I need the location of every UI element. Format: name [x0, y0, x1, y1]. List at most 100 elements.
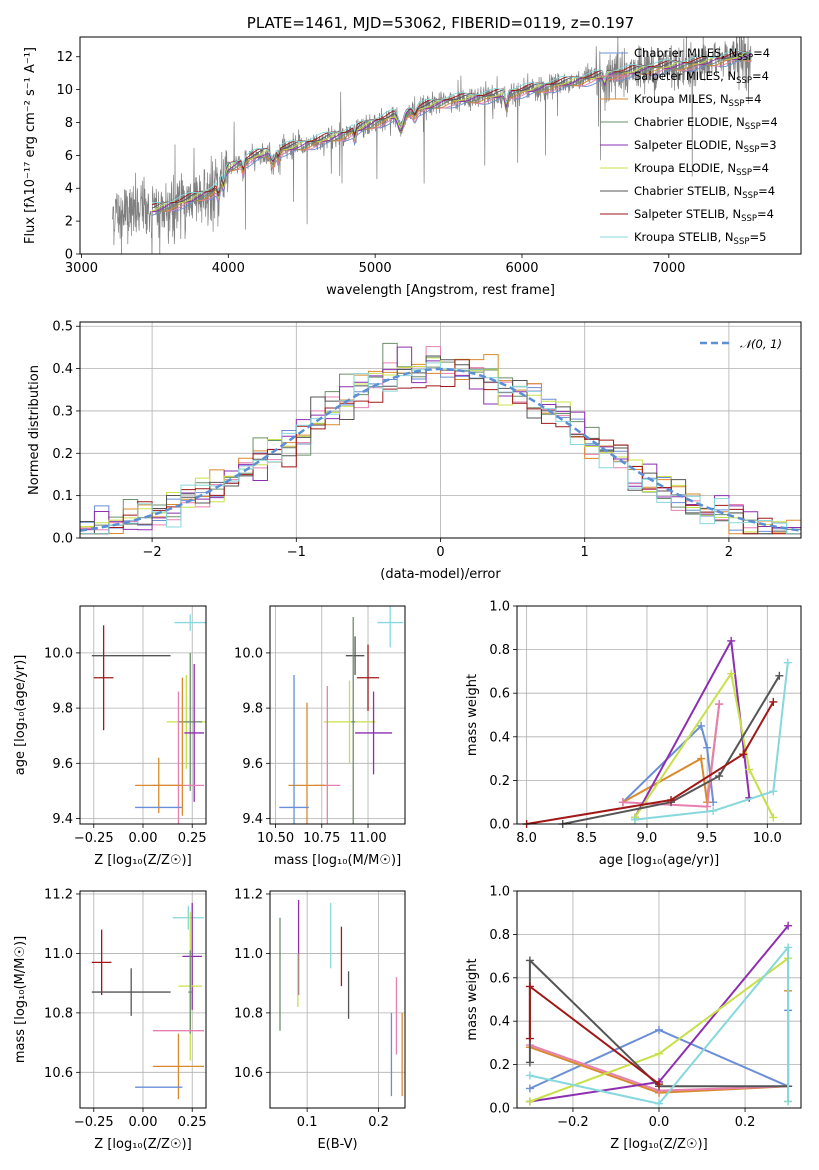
age_vs_mass-ytick-label-2: 9.8 [242, 702, 263, 717]
mw_vs_age-marker-2-0 [618, 798, 627, 807]
age_vs_mass-xtick-label-0: 10.50 [257, 831, 294, 846]
spectrum-legend-label-5: Kroupa ELODIE, NSSP=4 [634, 161, 769, 178]
mw_vs_age-series-7 [634, 662, 789, 821]
residuals-ytick-label-4: 0.4 [52, 362, 73, 377]
spectrum-ytick-label-3: 6 [65, 149, 73, 164]
age_vs_Z-xtick-label-1: 0.00 [129, 831, 158, 846]
mw_vs_age-ytick-label-0: 0.0 [489, 818, 510, 833]
mw_vs_Z-xtick-label-0: −0.2 [557, 1115, 589, 1130]
mw_vs_Z-axes: −0.2 0.0 0.2 0.0 0.2 0.4 0.6 0.8 1.0 Z [log₁₀(Z/Z… [465, 885, 801, 1152]
age_vs_Z-axes: −0.25 0.00 0.25 9.4 9.6 9.8 10.0 Z [log₁₀(Z/Z☉)… [13, 606, 207, 868]
spectrum-model-line-7 [151, 50, 752, 206]
mw_vs_Z-marker-7-0 [525, 1071, 534, 1080]
spectrum-model-line-0 [151, 59, 752, 217]
mw_vs_age-marker-0-1 [697, 721, 706, 730]
spectrum-model-line-1 [151, 58, 752, 213]
mw_vs_Z-ytick-label-4: 0.8 [489, 928, 510, 943]
age_vs_mass-ytick-label-0: 9.4 [242, 812, 263, 827]
residuals-xtick-label-2: 0 [436, 545, 444, 560]
mw_vs_Z-marker-0-0 [525, 1084, 534, 1093]
mass_vs_EBV-xtick-label-1: 0.2 [368, 1115, 389, 1130]
age_vs_Z-point-2 [93, 625, 114, 731]
mw_vs_age-marker-4-1 [727, 669, 736, 678]
spectrum-ytick-label-0: 0 [65, 248, 73, 263]
spectrum-legend-label-7: Salpeter STELIB, NSSP=4 [634, 207, 774, 224]
age_vs_Z-ytick-label-2: 9.8 [52, 702, 73, 717]
spectrum-title: PLATE=1461, MJD=53062, FIBERID=0119, z=0… [247, 14, 634, 32]
age_vs_mass-point-4 [351, 617, 356, 824]
mass_vs_Z-xlabel: Z [log₁₀(Z/Z☉)] [94, 1137, 191, 1152]
mass_vs_EBV-frame [269, 890, 406, 1109]
mw_vs_Z-marker-7-1 [655, 1099, 663, 1108]
spectrum-legend: Chabrier MILES, NSSP=4 Salpeter MILES, NS… [600, 46, 778, 247]
mass_vs_EBV-ytick-label-1: 10.8 [234, 1006, 263, 1021]
mass_vs_Z-axes: −0.25 0.00 0.25 10.6 10.8 11.0 11.2 Z [log₁₀(Z/… [13, 887, 207, 1152]
mass_vs_Z-ytick-label-3: 11.2 [44, 887, 73, 902]
mw_vs_age-marker-3-1 [727, 636, 736, 645]
mw_vs_Z-xtick-label-2: 0.2 [735, 1115, 756, 1130]
mw_vs_age-series-5 [562, 675, 781, 824]
spectrum-xtick-label-1: 4000 [212, 261, 245, 276]
mw_vs_age-xtick-label-3: 9.5 [697, 831, 718, 846]
normal-curve [80, 367, 801, 532]
age_vs_mass-point-5 [355, 691, 393, 775]
mw_vs_age-marker-2-2 [715, 700, 724, 709]
mw_vs_age-marker-1-1 [697, 754, 706, 763]
spectrum-ytick-label-5: 10 [56, 83, 73, 98]
mass_vs_EBV-xlabel: E(B-V) [317, 1137, 357, 1152]
mass_vs_Z-xtick-label-1: 0.00 [129, 1115, 158, 1130]
mw_vs_age-ytick-label-5: 1.0 [489, 600, 510, 615]
spectrum-legend-label-3: Chabrier ELODIE, NSSP=4 [634, 115, 778, 132]
mass_vs_Z-point-5 [188, 950, 193, 1034]
mw_vs_Z-series-7 [529, 946, 790, 1105]
age_vs_Z-ytick-label-1: 9.6 [52, 757, 73, 772]
spectrum-frame [79, 36, 802, 255]
mass_vs_EBV-axes: 0.1 0.2 10.6 10.8 11.0 11.2 E(B-V) [234, 887, 405, 1152]
spectrum-legend-label-1: Salpeter MILES, NSSP=4 [634, 69, 769, 86]
age_vs_mass-xtick-label-2: 11.00 [349, 831, 386, 846]
age_vs_Z-frame [79, 605, 207, 825]
residual-hist-2 [80, 354, 801, 535]
age_vs_Z-point-5 [184, 663, 205, 802]
mw_vs_age-marker-7-1 [709, 806, 718, 815]
mw_vs_age-marker-5-3 [775, 671, 784, 680]
age_vs_Z-point-7 [135, 757, 183, 813]
mw_vs_Z-frame [516, 890, 802, 1109]
residuals-ytick-label-3: 0.3 [52, 404, 73, 419]
mw_vs_age-marker-6-3 [769, 697, 778, 706]
mw_vs_age-series-4 [634, 672, 775, 819]
spectrum-xtick-label-2: 5000 [359, 261, 392, 276]
residuals-frame [79, 321, 802, 539]
spectrum-legend-label-6: Chabrier STELIB, NSSP=4 [634, 184, 775, 201]
age_vs_Z-point-0 [174, 614, 206, 631]
spectrum-legend-label-0: Chabrier MILES, NSSP=4 [634, 46, 770, 63]
spectrum-xtick-label-0: 3000 [65, 261, 98, 276]
age_vs_mass-point-3 [323, 680, 376, 764]
residuals-xtick-label-3: 1 [581, 545, 589, 560]
mw_vs_Z-ytick-label-2: 0.4 [489, 1015, 510, 1030]
mw_vs_Z-marker-5-0 [525, 1058, 534, 1067]
age_vs_mass-xtick-label-1: 10.75 [303, 831, 340, 846]
mw_vs_Z-marker-7-3 [784, 1097, 793, 1106]
residuals-xtick-label-1: −1 [287, 545, 306, 560]
age_vs_mass-point-1 [345, 636, 365, 675]
mw_vs_age-frame [516, 605, 802, 825]
spectrum-ytick-label-4: 8 [65, 116, 73, 131]
residuals-ytick-label-0: 0.0 [52, 532, 73, 547]
mw_vs_Z-marker-7-2 [784, 943, 793, 952]
mass_vs_Z-ytick-label-0: 10.6 [44, 1066, 73, 1081]
mw_vs_Z-ytick-label-0: 0.0 [489, 1102, 510, 1117]
spectrum-ytick-label-2: 4 [65, 182, 73, 197]
age_vs_Z-ytick-label-0: 9.4 [52, 812, 73, 827]
mass_vs_Z-ytick-label-1: 10.8 [44, 1006, 73, 1021]
mw_vs_age-series-6 [526, 701, 775, 824]
mw_vs_Z-marker-5-1 [525, 956, 534, 965]
age_vs_mass-point-0 [377, 606, 404, 648]
age_vs_mass-ytick-label-1: 9.6 [242, 757, 263, 772]
age_vs_mass-ytick-label-3: 10.0 [234, 646, 263, 661]
mw_vs_Z-marker-0-1 [655, 1025, 663, 1034]
spectrum-ytick-label-1: 2 [65, 215, 73, 230]
mw_vs_Z-marker-4-0 [525, 1097, 534, 1106]
spectrum-xtick-label-3: 6000 [505, 261, 538, 276]
